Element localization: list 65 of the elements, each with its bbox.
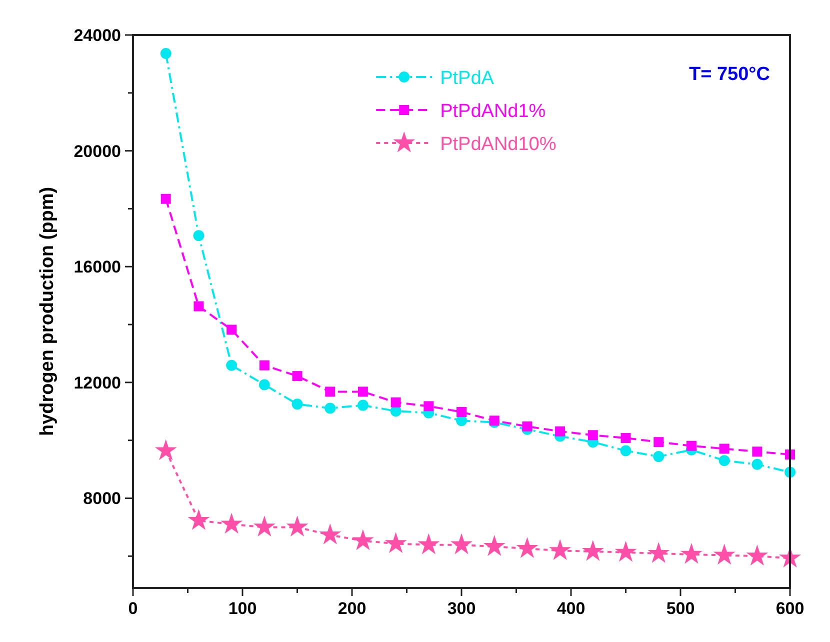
annotation: T= 750°C — [688, 64, 770, 85]
point — [286, 516, 308, 537]
point — [516, 537, 538, 558]
point — [648, 542, 670, 563]
point — [292, 371, 302, 382]
point — [653, 451, 664, 462]
legend-label: PtPdA — [440, 68, 494, 89]
x-tick-label: 400 — [556, 599, 586, 618]
point — [483, 535, 506, 556]
point — [253, 516, 276, 537]
point — [620, 445, 632, 456]
point — [194, 301, 204, 312]
point — [686, 440, 696, 451]
point — [555, 426, 566, 436]
point — [582, 540, 604, 561]
point — [719, 444, 730, 454]
point — [358, 386, 368, 397]
point — [654, 437, 664, 448]
point — [226, 360, 238, 371]
point — [620, 433, 631, 444]
point — [193, 230, 204, 242]
point — [746, 544, 768, 566]
point — [588, 430, 598, 440]
point — [718, 455, 730, 466]
legend-label: PtPdANd1% — [440, 101, 546, 122]
x-tick-label: 0 — [128, 599, 138, 618]
point — [614, 540, 637, 562]
x-tick-label: 200 — [338, 599, 366, 618]
point — [220, 512, 243, 534]
point — [352, 529, 374, 550]
point — [226, 324, 237, 335]
x-tick-label: 600 — [776, 599, 804, 618]
point — [258, 379, 270, 390]
point — [384, 532, 407, 554]
point — [752, 446, 762, 457]
y-axis-title: hydrogen production (ppm) — [37, 186, 58, 436]
point — [325, 386, 336, 397]
y-tick-label: 16000 — [74, 258, 121, 277]
point — [450, 533, 472, 554]
point — [154, 439, 177, 460]
x-tick-label: 500 — [666, 599, 695, 618]
point — [292, 398, 303, 410]
y-tick-label: 12000 — [74, 373, 121, 392]
point — [752, 458, 763, 470]
point — [357, 400, 368, 411]
point — [713, 544, 736, 565]
point — [418, 533, 440, 554]
y-tick-label: 24000 — [74, 26, 121, 45]
legend-label: PtPdANd10% — [440, 134, 556, 155]
point — [522, 421, 532, 432]
point — [259, 360, 270, 370]
point — [424, 401, 434, 412]
point — [188, 508, 210, 530]
point — [680, 542, 702, 564]
point — [324, 402, 336, 414]
point — [319, 523, 342, 544]
y-tick-label: 8000 — [83, 489, 121, 508]
point — [456, 406, 466, 417]
point — [160, 48, 172, 60]
point — [390, 397, 401, 408]
y-tick-label: 20000 — [74, 142, 121, 161]
x-tick-label: 300 — [447, 599, 476, 618]
point — [160, 194, 171, 204]
point — [549, 539, 572, 560]
x-tick-label: 100 — [228, 599, 257, 618]
